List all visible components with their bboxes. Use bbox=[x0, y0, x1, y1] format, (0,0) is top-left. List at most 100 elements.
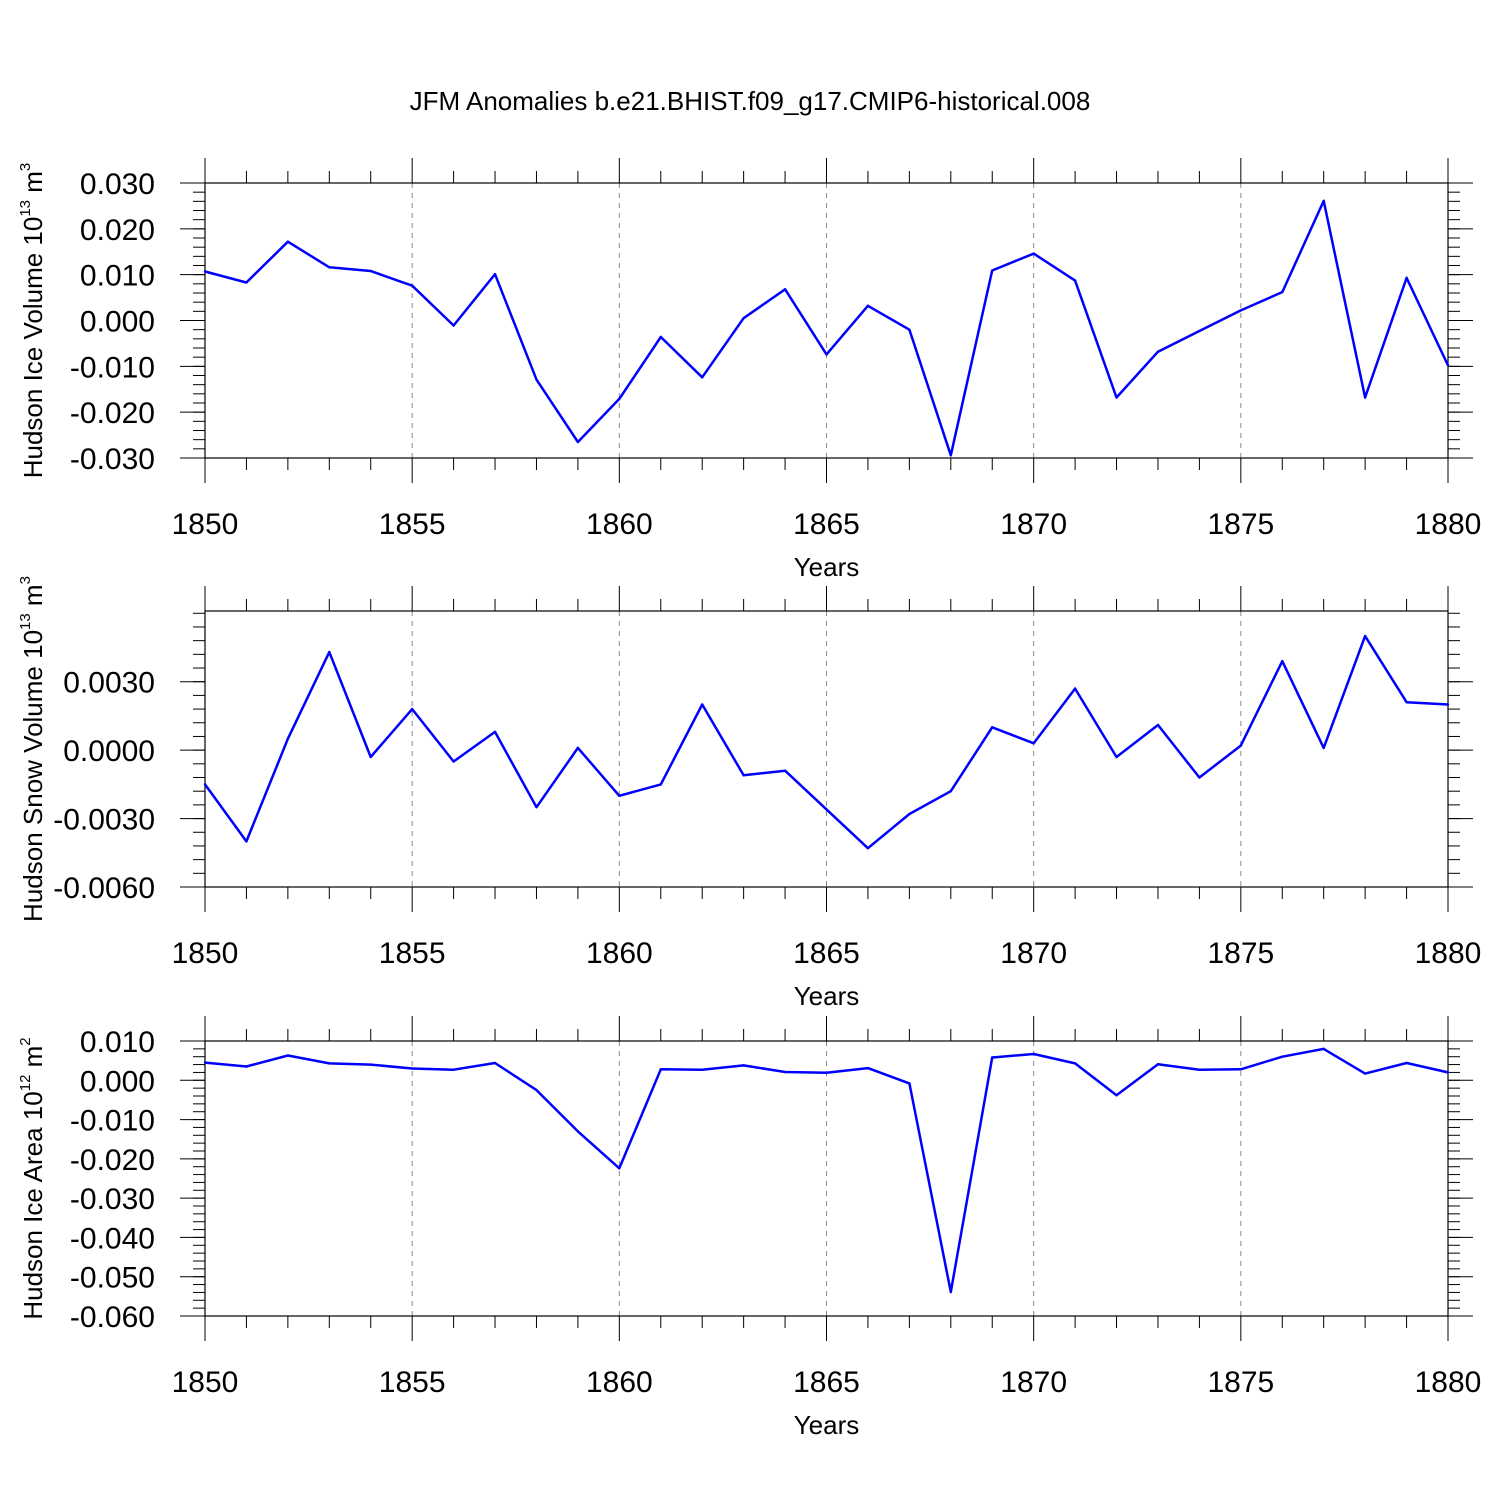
y-tick-label: -0.0030 bbox=[53, 804, 155, 837]
data-point bbox=[1281, 290, 1284, 294]
y-axis-label-exp: 13 bbox=[17, 200, 34, 217]
data-point bbox=[1115, 755, 1118, 759]
y-axis-label: Hudson Ice Area 1012 m2 bbox=[17, 1037, 48, 1319]
y-tick-label: -0.050 bbox=[70, 1262, 155, 1295]
data-point bbox=[1239, 309, 1243, 312]
y-axis-label: Hudson Ice Volume 1013 m3 bbox=[17, 163, 48, 479]
data-point bbox=[410, 284, 414, 287]
data-point bbox=[1032, 252, 1035, 255]
x-tick-label: 1855 bbox=[379, 937, 446, 970]
data-point bbox=[618, 1167, 621, 1170]
data-point bbox=[1405, 276, 1408, 280]
y-axis-label-unit-exp: 3 bbox=[17, 576, 34, 584]
data-point bbox=[949, 454, 952, 457]
data-point bbox=[618, 397, 621, 401]
data-point bbox=[949, 1290, 952, 1294]
data-point bbox=[1363, 396, 1367, 399]
data-point bbox=[825, 808, 828, 811]
y-tick-label: 0.000 bbox=[80, 1065, 155, 1098]
data-point bbox=[659, 1068, 662, 1071]
data-point bbox=[452, 760, 455, 763]
data-point bbox=[1322, 199, 1325, 203]
data-point bbox=[1156, 723, 1160, 727]
data-point bbox=[576, 440, 580, 444]
data-point bbox=[1322, 746, 1325, 750]
y-axis-label: Hudson Snow Volume 1013 m3 bbox=[17, 576, 48, 922]
x-axis-label: Years bbox=[794, 552, 860, 582]
y-tick-label: 0.020 bbox=[80, 214, 155, 247]
data-point bbox=[203, 270, 207, 273]
data-point bbox=[328, 1062, 331, 1065]
data-point bbox=[286, 1054, 290, 1057]
data-point bbox=[742, 317, 745, 320]
y-axis-label-main: Hudson Ice Area 10 bbox=[18, 1091, 48, 1319]
data-point bbox=[1073, 687, 1077, 690]
data-point bbox=[783, 769, 787, 772]
panel-snow-volume: 1850 1855 1860 1865 1870 1875 1880 Years 0.0030 0… bbox=[17, 576, 1481, 1011]
data-point bbox=[203, 783, 207, 786]
y-tick-label: -0.010 bbox=[70, 1105, 155, 1138]
panel-ice-area: 1850 1855 1860 1865 1870 1875 1880 Years 0.010 0.… bbox=[17, 1016, 1481, 1440]
data-point bbox=[245, 1065, 248, 1068]
y-axis-label-unit-exp: 3 bbox=[17, 163, 34, 171]
data-point bbox=[1239, 744, 1243, 747]
y-tick-label: 0.0000 bbox=[63, 735, 155, 768]
data-point bbox=[1446, 1071, 1450, 1074]
data-point bbox=[576, 1130, 580, 1133]
x-axis-label: Years bbox=[794, 1410, 860, 1440]
y-axis-label-unit: m bbox=[18, 171, 48, 200]
panel-ice-volume: 1850 1855 1860 1865 1870 1875 1880 Years 0.030 0.… bbox=[17, 158, 1481, 582]
data-point bbox=[991, 269, 994, 272]
y-axis-label-exp: 12 bbox=[17, 1075, 34, 1092]
y-tick-label: -0.030 bbox=[70, 443, 155, 476]
data-point bbox=[369, 269, 372, 273]
x-axis-label: Years bbox=[794, 981, 860, 1011]
data-point bbox=[742, 1064, 745, 1067]
data-point bbox=[1363, 634, 1367, 638]
y-tick-label: -0.020 bbox=[70, 397, 155, 430]
y-tick-label: 0.0030 bbox=[63, 667, 155, 700]
x-tick-label: 1880 bbox=[1415, 1366, 1482, 1399]
data-point bbox=[1115, 1094, 1118, 1097]
data-point bbox=[991, 1056, 994, 1059]
x-tick-label: 1880 bbox=[1415, 937, 1482, 970]
data-point bbox=[701, 376, 704, 379]
y-tick-label: 0.010 bbox=[80, 1026, 155, 1059]
data-point bbox=[1156, 1062, 1160, 1066]
data-point bbox=[1281, 1055, 1284, 1058]
data-point bbox=[1239, 1068, 1243, 1071]
x-tick-label: 1855 bbox=[379, 1366, 446, 1399]
data-point bbox=[245, 281, 248, 284]
data-point bbox=[328, 650, 331, 654]
data-point bbox=[369, 755, 372, 759]
data-point bbox=[493, 273, 497, 276]
data-point bbox=[1073, 279, 1077, 282]
data-point bbox=[908, 812, 911, 816]
data-point bbox=[1115, 396, 1118, 399]
data-point bbox=[452, 1068, 455, 1071]
x-tick-label: 1870 bbox=[1000, 508, 1067, 541]
data-point bbox=[452, 324, 455, 327]
data-point bbox=[618, 794, 621, 797]
x-tick-label: 1865 bbox=[793, 508, 860, 541]
y-axis-label-unit: m bbox=[18, 1046, 48, 1075]
y-axis-label-unit-exp: 2 bbox=[17, 1037, 34, 1045]
data-point bbox=[410, 707, 414, 711]
data-point bbox=[369, 1063, 372, 1066]
data-point bbox=[328, 266, 331, 269]
y-tick-label: -0.0060 bbox=[53, 872, 155, 905]
data-point bbox=[410, 1067, 414, 1070]
y-tick-label: -0.040 bbox=[70, 1222, 155, 1255]
data-point bbox=[535, 378, 538, 381]
x-tick-label: 1880 bbox=[1415, 508, 1482, 541]
data-point bbox=[1156, 350, 1160, 353]
y-axis-label-exp: 13 bbox=[17, 613, 34, 630]
x-tick-label: 1850 bbox=[172, 1366, 239, 1399]
data-point bbox=[493, 730, 497, 734]
data-point bbox=[1405, 1061, 1408, 1065]
data-point bbox=[1446, 703, 1450, 706]
y-tick-label: 0.000 bbox=[80, 306, 155, 339]
x-tick-label: 1870 bbox=[1000, 1366, 1067, 1399]
data-point bbox=[576, 746, 580, 750]
data-point bbox=[825, 353, 828, 356]
